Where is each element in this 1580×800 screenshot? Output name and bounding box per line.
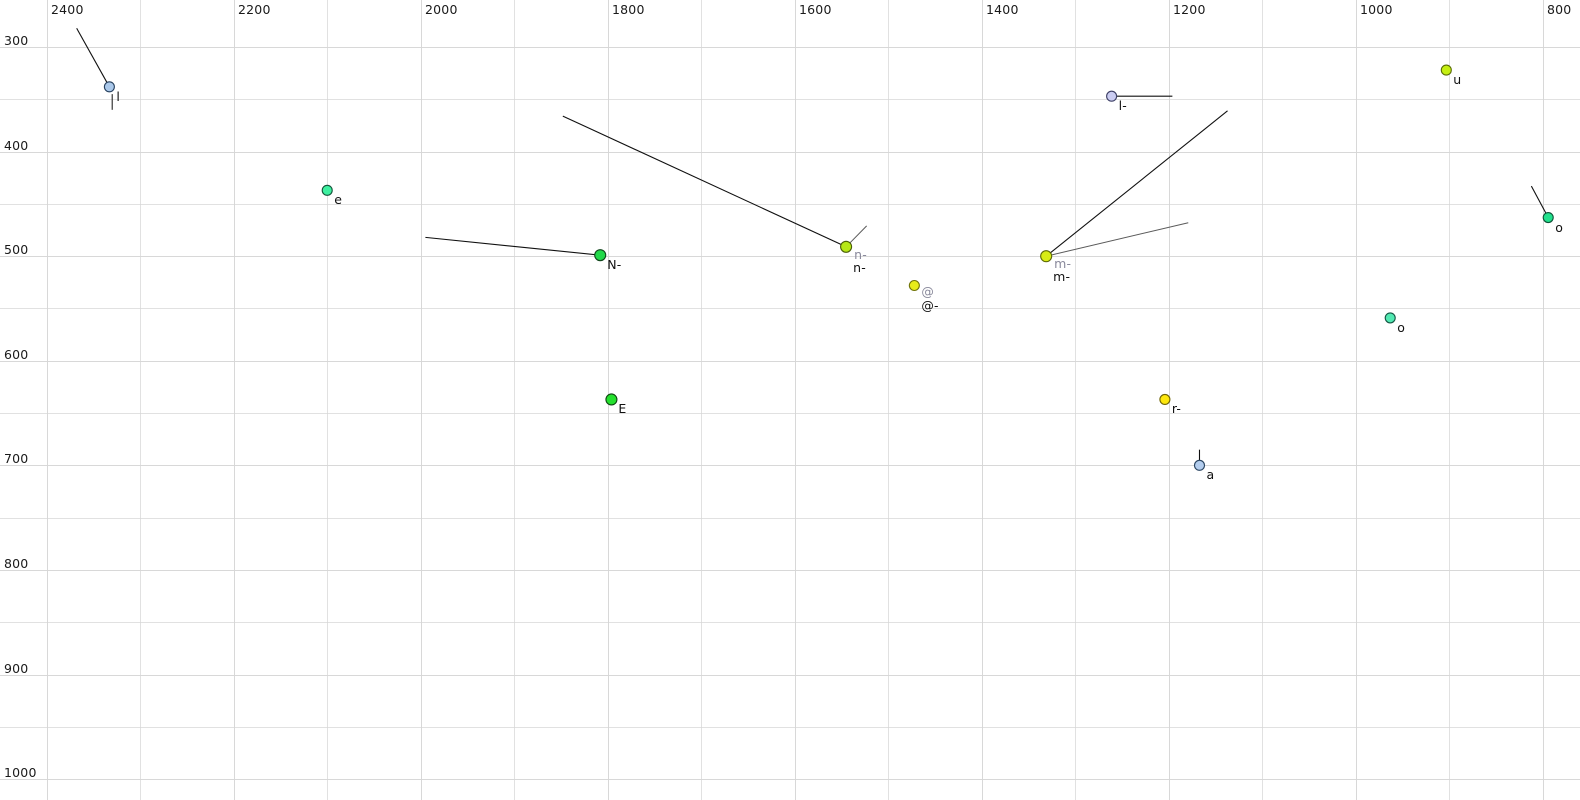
data-point-marker[interactable] — [1106, 90, 1118, 102]
point-label: a — [1206, 467, 1215, 483]
y-axis-tick-label: 900 — [4, 661, 29, 676]
point-label-ghost: @ — [921, 284, 935, 300]
seg-o-black — [1530, 185, 1549, 218]
seg-m-black — [1045, 110, 1228, 257]
point-label: l- — [1118, 98, 1127, 114]
x-axis-tick-label: 1600 — [799, 2, 832, 17]
point-label: m- — [1053, 269, 1071, 285]
point-label: @- — [921, 298, 939, 314]
point-label: u — [1453, 72, 1462, 88]
y-axis-tick-label: 300 — [4, 33, 29, 48]
point-label: o — [1555, 219, 1564, 235]
point-label: r- — [1171, 401, 1182, 417]
data-point-marker[interactable] — [1384, 312, 1396, 324]
y-axis-tick-label: 500 — [4, 242, 29, 257]
seg-n-black — [562, 115, 847, 248]
x-axis-tick-label: 1000 — [1360, 2, 1393, 17]
y-axis-tick-label: 600 — [4, 347, 29, 362]
data-point-marker[interactable] — [321, 184, 333, 196]
data-point-marker[interactable] — [1542, 211, 1554, 224]
x-axis-tick-label: 1400 — [986, 2, 1019, 17]
point-label: N- — [607, 257, 622, 273]
y-axis-tick-label: 800 — [4, 556, 29, 571]
data-point-marker[interactable] — [840, 240, 853, 253]
point-label: n- — [853, 259, 866, 275]
data-point-marker[interactable] — [594, 249, 607, 262]
data-point-marker[interactable] — [1440, 64, 1452, 76]
point-label-ghost: n- — [854, 246, 867, 262]
point-label: E — [618, 401, 627, 417]
point-label: o — [1397, 319, 1406, 335]
y-axis-tick-label: 1000 — [4, 765, 37, 780]
data-point-marker[interactable] — [1193, 459, 1206, 471]
data-point-marker[interactable] — [1040, 250, 1053, 263]
x-axis-tick-label: 1800 — [612, 2, 645, 17]
data-point-marker[interactable] — [103, 81, 115, 93]
y-axis-tick-label: 400 — [4, 138, 29, 153]
point-label: l — [116, 88, 121, 104]
x-axis-tick-label: 2400 — [51, 2, 84, 17]
x-axis-tick-label: 2000 — [425, 2, 458, 17]
y-axis-tick-label: 700 — [4, 451, 29, 466]
seg-N-black — [425, 236, 601, 256]
seg-l-black — [76, 27, 110, 88]
data-point-marker[interactable] — [605, 393, 618, 406]
x-axis-tick-label: 1200 — [1173, 2, 1206, 17]
point-label: e — [334, 192, 343, 208]
x-axis-tick-label: 2200 — [238, 2, 271, 17]
data-point-marker[interactable] — [1159, 393, 1171, 406]
point-label-ghost: m- — [1054, 256, 1072, 272]
data-point-marker[interactable] — [908, 279, 920, 292]
seg-m-grey — [1046, 222, 1189, 257]
x-axis-tick-label: 800 — [1547, 2, 1572, 17]
